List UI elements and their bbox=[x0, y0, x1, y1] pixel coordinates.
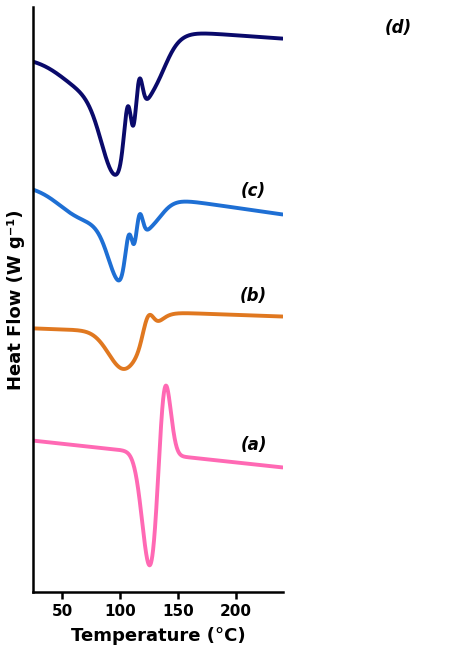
Text: (d): (d) bbox=[385, 18, 412, 37]
Text: (a): (a) bbox=[240, 436, 267, 454]
X-axis label: Temperature (°C): Temperature (°C) bbox=[71, 627, 245, 645]
Text: (c): (c) bbox=[241, 182, 266, 200]
Text: (b): (b) bbox=[240, 287, 267, 305]
Y-axis label: Heat Flow (W g⁻¹): Heat Flow (W g⁻¹) bbox=[7, 209, 25, 390]
